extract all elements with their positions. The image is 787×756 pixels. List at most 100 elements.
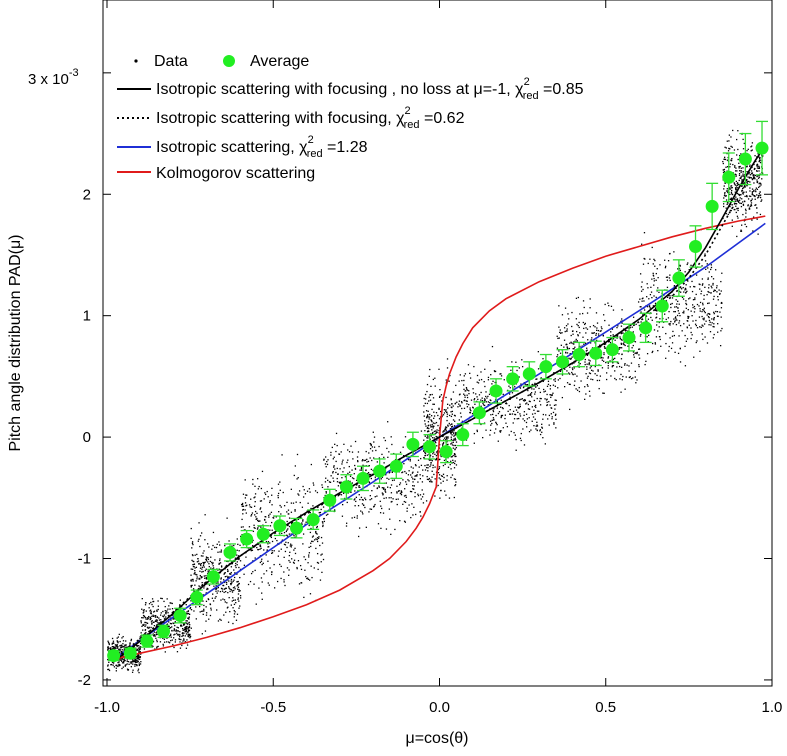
data-point-3418 <box>639 335 642 337</box>
data-point-2671 <box>459 405 461 407</box>
data-point-3329 <box>624 362 626 365</box>
data-point-3860 <box>741 175 743 177</box>
data-point-2854 <box>473 365 475 368</box>
data-point-3936 <box>736 208 738 210</box>
data-point-2432 <box>424 464 426 467</box>
data-point-2796 <box>487 401 490 403</box>
data-point-1547 <box>296 478 298 480</box>
data-point-2136 <box>434 495 436 497</box>
data-point-3671 <box>659 318 661 320</box>
data-point-2173 <box>441 443 444 445</box>
data-point-1110 <box>239 576 241 579</box>
data-point-4166 <box>728 134 731 136</box>
data-point-2457 <box>431 432 434 434</box>
data-point-1195 <box>196 578 198 580</box>
data-point-2420 <box>427 437 429 439</box>
data-point-3439 <box>646 306 649 308</box>
data-point-1288 <box>253 524 255 526</box>
data-point-4068 <box>741 187 744 190</box>
data-point-3615 <box>653 284 655 286</box>
data-point-2262 <box>434 430 437 432</box>
data-point-3184 <box>592 332 594 334</box>
data-point-2878 <box>521 359 523 361</box>
data-point-3663 <box>702 302 704 304</box>
data-point-2926 <box>554 378 556 380</box>
legend-focus-text: Isotropic scattering with focusing, χ <box>156 110 405 127</box>
data-point-3364 <box>713 323 715 325</box>
data-point-4047 <box>749 205 751 207</box>
data-point-3754 <box>642 314 644 316</box>
data-point-1884 <box>323 520 326 523</box>
data-point-3634 <box>710 266 713 269</box>
data-point-1681 <box>369 499 371 501</box>
data-point-1704 <box>422 469 424 471</box>
data-point-1151 <box>201 633 203 635</box>
data-point-189 <box>119 664 121 666</box>
data-point-4146 <box>722 160 724 163</box>
data-point-1773 <box>379 512 382 514</box>
data-point-1256 <box>204 630 207 632</box>
data-point-3683 <box>713 295 715 298</box>
data-point-2929 <box>525 384 527 386</box>
data-point-1312 <box>298 583 301 585</box>
data-point-2413 <box>429 438 431 440</box>
data-point-1472 <box>271 540 274 543</box>
data-point-3371 <box>692 304 694 306</box>
data-point-2101 <box>429 454 432 457</box>
data-point-3117 <box>618 365 621 368</box>
data-point-1155 <box>225 565 227 567</box>
data-point-2512 <box>443 459 446 462</box>
data-point-1424 <box>317 562 320 564</box>
data-point-1111 <box>217 590 219 592</box>
data-point-1372 <box>283 581 285 583</box>
data-point-2507 <box>450 399 452 401</box>
data-point-3472 <box>704 336 706 338</box>
data-point-2737 <box>464 394 466 397</box>
data-point-2577 <box>491 383 493 385</box>
data-point-1063 <box>197 560 200 562</box>
data-point-1788 <box>403 455 405 457</box>
data-point-307 <box>131 671 134 673</box>
data-point-525 <box>183 629 185 631</box>
data-point-2501 <box>454 437 456 439</box>
data-point-1483 <box>290 533 292 535</box>
data-point-2895 <box>552 411 555 414</box>
data-point-698 <box>152 605 154 608</box>
data-point-456 <box>162 643 164 646</box>
data-point-1117 <box>208 569 210 571</box>
data-point-32 <box>110 664 112 666</box>
data-point-1525 <box>254 496 256 498</box>
data-point-3726 <box>695 274 698 276</box>
data-point-3392 <box>703 319 705 321</box>
data-point-3717 <box>701 333 703 335</box>
data-point-1545 <box>271 521 273 524</box>
data-point-355 <box>118 663 120 666</box>
data-point-3491 <box>690 337 692 340</box>
data-point-2706 <box>509 396 511 398</box>
data-point-3523 <box>671 294 673 297</box>
data-point-1290 <box>321 486 324 489</box>
data-point-3285 <box>632 377 634 379</box>
data-point-1028 <box>207 561 209 563</box>
data-point-3704 <box>658 321 660 324</box>
data-point-1467 <box>245 494 247 496</box>
data-point-1410 <box>307 502 309 504</box>
data-point-330 <box>122 660 125 663</box>
data-point-1649 <box>279 481 281 483</box>
data-point-509 <box>171 626 173 628</box>
data-point-2754 <box>539 397 541 400</box>
data-point-3276 <box>588 362 590 365</box>
data-point-892 <box>230 604 232 606</box>
data-point-107 <box>134 656 137 658</box>
data-point-1558 <box>315 530 317 533</box>
data-point-1471 <box>294 509 296 511</box>
data-point-160 <box>137 670 139 672</box>
data-point-1999 <box>358 494 360 496</box>
data-point-2773 <box>528 400 531 402</box>
data-point-842 <box>232 587 235 589</box>
data-point-1172 <box>223 614 225 616</box>
data-point-787 <box>150 612 152 615</box>
data-point-3792 <box>724 191 726 194</box>
data-point-4192 <box>733 182 735 184</box>
data-point-3009 <box>632 316 635 318</box>
